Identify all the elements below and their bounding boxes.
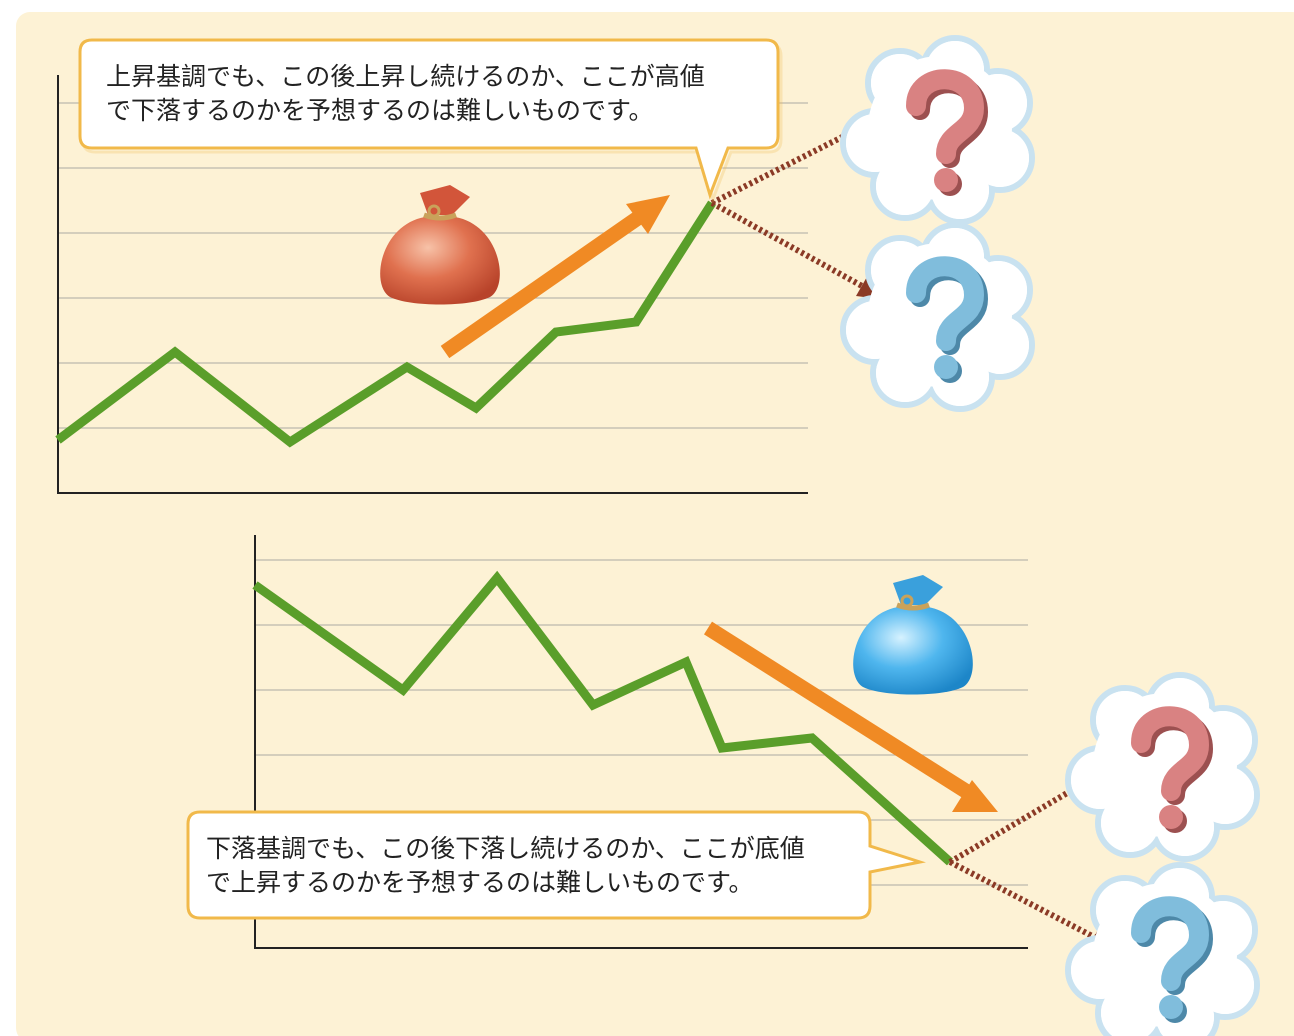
up-arrow: [440, 195, 670, 359]
down-arrow: [703, 621, 998, 812]
axes: [57, 75, 808, 494]
trend-line: [55, 200, 716, 448]
callout: 下落基調でも、この後下落し続けるのか、ここが底値 で上昇するのかを予想するのは難…: [186, 810, 926, 920]
trend-line: [252, 570, 954, 866]
top-chart: [55, 38, 1032, 494]
callout: 上昇基調でも、この後上昇し続けるのか、ここが高値 で下落するのかを予想するのは難…: [78, 38, 783, 204]
axes: [254, 535, 1028, 949]
callout-text: 上昇基調でも、この後上昇し続けるのか、ここが高値: [106, 62, 705, 91]
callout-text: 下落基調でも、この後下落し続けるのか、ここが底値: [206, 834, 805, 863]
money-bag-blue: [853, 575, 973, 695]
callout-text: で上昇するのかを予想するのは難しいものです。: [206, 868, 754, 897]
money-bag-red: [380, 185, 500, 305]
callout-text: で下落するのかを予想するのは難しいものです。: [106, 96, 654, 125]
